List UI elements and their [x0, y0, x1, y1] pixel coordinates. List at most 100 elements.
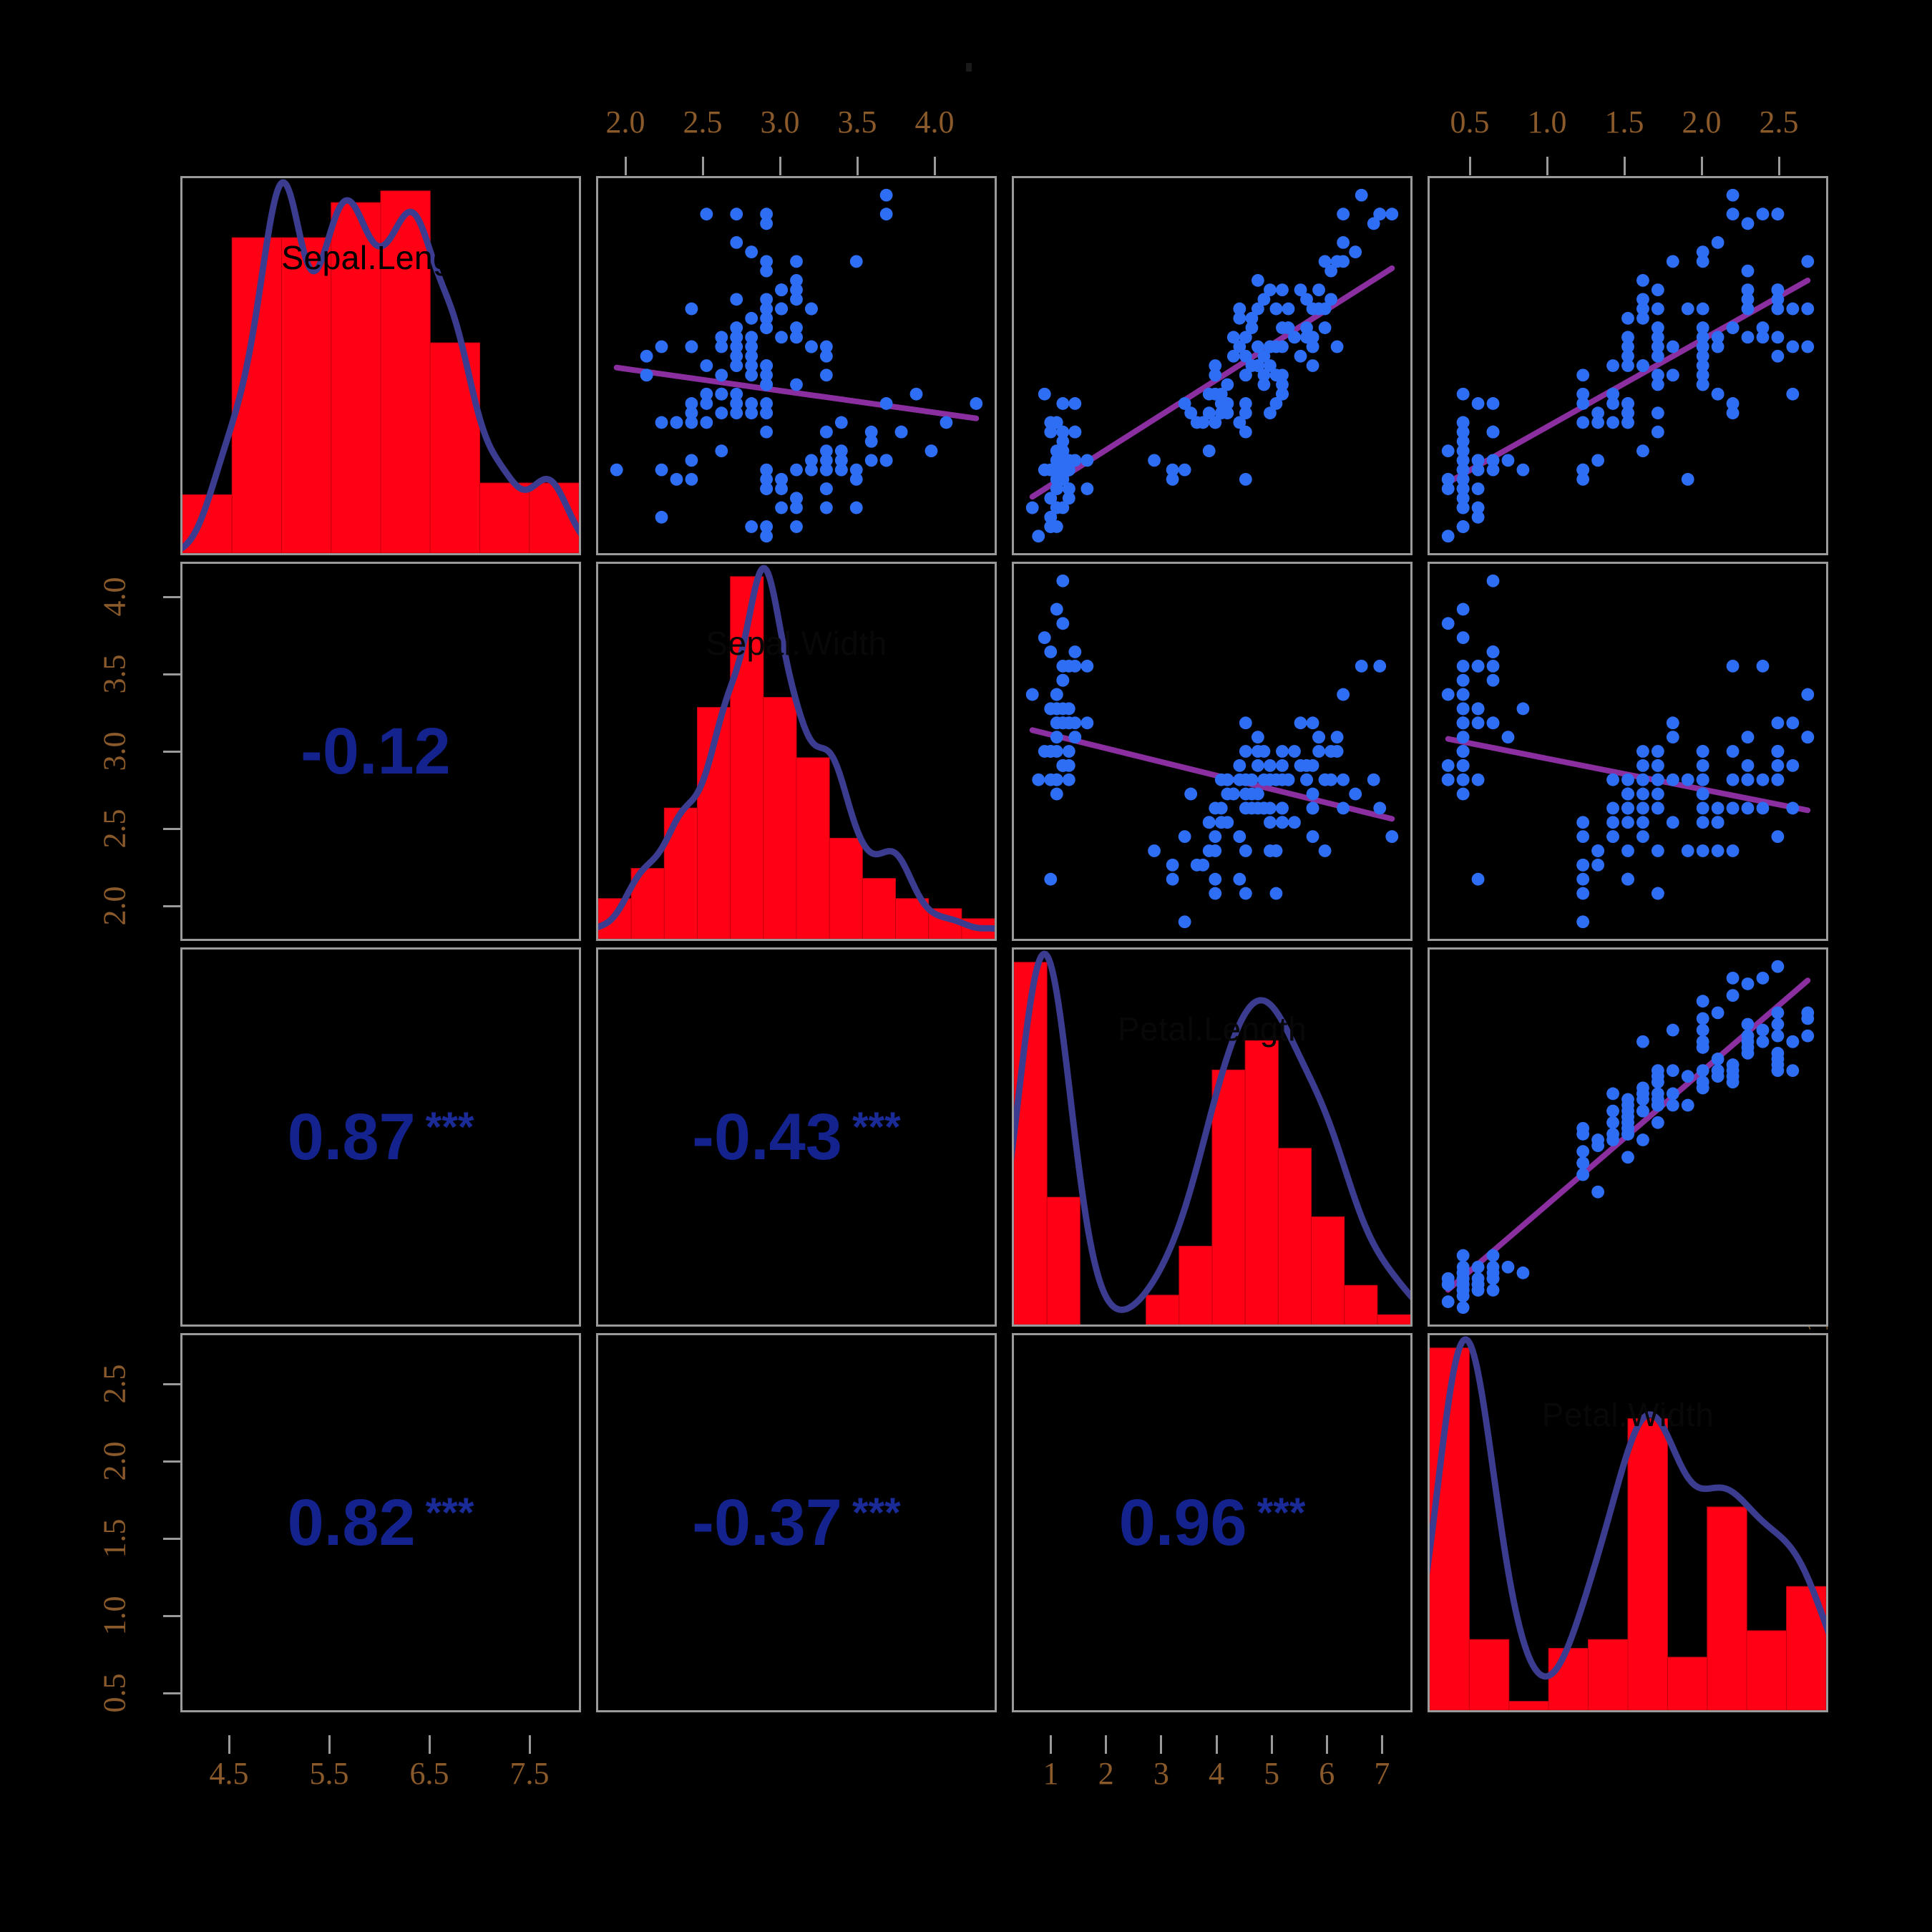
tick-label: 2.5: [97, 809, 132, 849]
corr-value-pl-sw: -0.43: [692, 1101, 842, 1174]
tick-label: 6: [1319, 1756, 1335, 1791]
tick-label: 1.0: [1527, 104, 1567, 140]
tick-mark: [163, 827, 182, 830]
tick-label: 2.5: [1759, 104, 1799, 140]
tick-label: 7.5: [509, 1756, 550, 1791]
tick-label: 2.0: [97, 886, 132, 926]
cell-corr-sw-sl: -0.12: [180, 562, 581, 941]
tick-mark: [1215, 1735, 1218, 1754]
axis-bottom-sepal-length: 4.5 5.5 6.5 7.5: [179, 1735, 580, 1821]
corr-stars-pw-pl: ***: [1257, 1490, 1306, 1536]
tick-label: 1.5: [97, 1518, 132, 1558]
tick-mark: [428, 1735, 431, 1754]
corr-value-sw-sl: -0.12: [301, 715, 451, 788]
tick-label: 2.0: [1682, 104, 1722, 140]
cell-scatter-sw-pw: [1428, 562, 1828, 941]
scatter-sepal-width-vs-petal-width: [1430, 564, 1826, 939]
tick-label: 6.5: [409, 1756, 449, 1791]
axis-bottom-petal-length: 1 2 3 4 5 6 7: [1023, 1735, 1410, 1821]
tick-label: 2.0: [605, 104, 645, 140]
tick-mark: [163, 595, 182, 598]
tick-mark: [528, 1735, 531, 1754]
tick-label: 2.0: [97, 1441, 132, 1481]
tick-label: 1.0: [97, 1596, 132, 1636]
cell-scatter-sl-sw: [596, 176, 997, 555]
tick-mark: [1105, 1735, 1108, 1754]
corr-stars-pw-sw: ***: [852, 1490, 901, 1536]
scatter-sepal-length-vs-petal-length: [1014, 178, 1410, 553]
tick-label: 5: [1264, 1756, 1280, 1791]
tick-mark: [163, 1614, 182, 1617]
tick-mark: [328, 1735, 331, 1754]
tick-label: 5.5: [309, 1756, 349, 1791]
cell-diag-petal-length: Petal.Length: [1012, 947, 1413, 1327]
corr-value-pw-sl: 0.82: [287, 1486, 416, 1559]
tick-mark: [1270, 1735, 1273, 1754]
tick-mark: [701, 157, 704, 175]
histogram-sepal-length: [182, 178, 579, 553]
tick-label: 2.5: [97, 1364, 132, 1404]
tick-mark: [163, 1460, 182, 1463]
tick-mark: [624, 157, 627, 175]
cell-corr-pl-sl: 0.87 ***: [180, 947, 581, 1327]
axis-top-sepal-width: 2.0 2.5 3.0 3.5 4.0: [587, 104, 973, 190]
cell-scatter-sl-pw: [1428, 176, 1828, 555]
corr-stars-pl-sl: ***: [425, 1104, 474, 1151]
corr-stars-pl-sw: ***: [852, 1104, 901, 1151]
cell-scatter-sl-pl: [1012, 176, 1413, 555]
axis-left-sepal-width: 4.0 3.5 3.0 2.5 2.0: [97, 558, 186, 945]
tick-label: 7: [1374, 1756, 1390, 1791]
tick-mark: [163, 750, 182, 753]
tick-mark: [228, 1735, 230, 1754]
tick-label: 1.5: [1604, 104, 1644, 140]
tick-mark: [163, 1692, 182, 1694]
corr-value-pl-sl: 0.87: [287, 1101, 416, 1174]
tick-label: 2.5: [683, 104, 723, 140]
cell-diag-sepal-width: Sepal.Width: [596, 562, 997, 941]
cell-corr-pl-sw: -0.43 ***: [596, 947, 997, 1327]
axis-top-petal-width: 0.5 1.0 1.5 2.0 2.5: [1431, 104, 1818, 190]
tick-label: 3.0: [97, 731, 132, 771]
tick-label: 4.0: [914, 104, 955, 140]
tick-mark: [1468, 157, 1471, 175]
scatter-petal-length-vs-petal-width: [1430, 950, 1826, 1324]
cell-diag-petal-width: Petal.Width: [1428, 1333, 1828, 1712]
tick-label: 4: [1209, 1756, 1224, 1791]
tick-label: 3.5: [837, 104, 877, 140]
tick-mark: [1777, 157, 1780, 175]
corr-value-pw-sw: -0.37: [692, 1486, 842, 1559]
histogram-sepal-width: [598, 564, 995, 939]
tick-label: 4.5: [209, 1756, 249, 1791]
tick-label: 2: [1098, 1756, 1114, 1791]
tick-mark: [163, 1537, 182, 1540]
tick-mark: [1380, 1735, 1383, 1754]
title-marker: [966, 63, 972, 72]
tick-label: 1: [1043, 1756, 1059, 1791]
corr-stars-pw-sl: ***: [425, 1490, 474, 1536]
tick-mark: [1050, 1735, 1053, 1754]
tick-mark: [1700, 157, 1703, 175]
histogram-petal-length: [1014, 950, 1410, 1324]
axis-left-petal-width: 2.5 2.0 1.5 1.0 0.5: [97, 1345, 186, 1732]
cell-scatter-pl-pw: [1428, 947, 1828, 1327]
tick-label: 0.5: [1450, 104, 1490, 140]
cell-corr-pw-pl: 0.96 ***: [1012, 1333, 1413, 1712]
tick-mark: [163, 1382, 182, 1385]
cell-scatter-sw-pl: [1012, 562, 1413, 941]
cell-diag-sepal-length: Sepal.Length: [180, 176, 581, 555]
tick-label: 0.5: [97, 1673, 132, 1713]
tick-label: 4.0: [97, 577, 132, 617]
corr-value-pw-pl: 0.96: [1118, 1486, 1247, 1559]
cell-corr-pw-sw: -0.37 ***: [596, 1333, 997, 1712]
tick-mark: [1325, 1735, 1328, 1754]
histogram-petal-width: [1430, 1335, 1826, 1710]
tick-label: 3: [1153, 1756, 1169, 1791]
tick-mark: [779, 157, 781, 175]
tick-label: 3.5: [97, 654, 132, 694]
tick-mark: [933, 157, 936, 175]
tick-mark: [1546, 157, 1548, 175]
tick-label: 3.0: [760, 104, 800, 140]
tick-mark: [1160, 1735, 1163, 1754]
scatter-sepal-width-vs-petal-length: [1014, 564, 1410, 939]
